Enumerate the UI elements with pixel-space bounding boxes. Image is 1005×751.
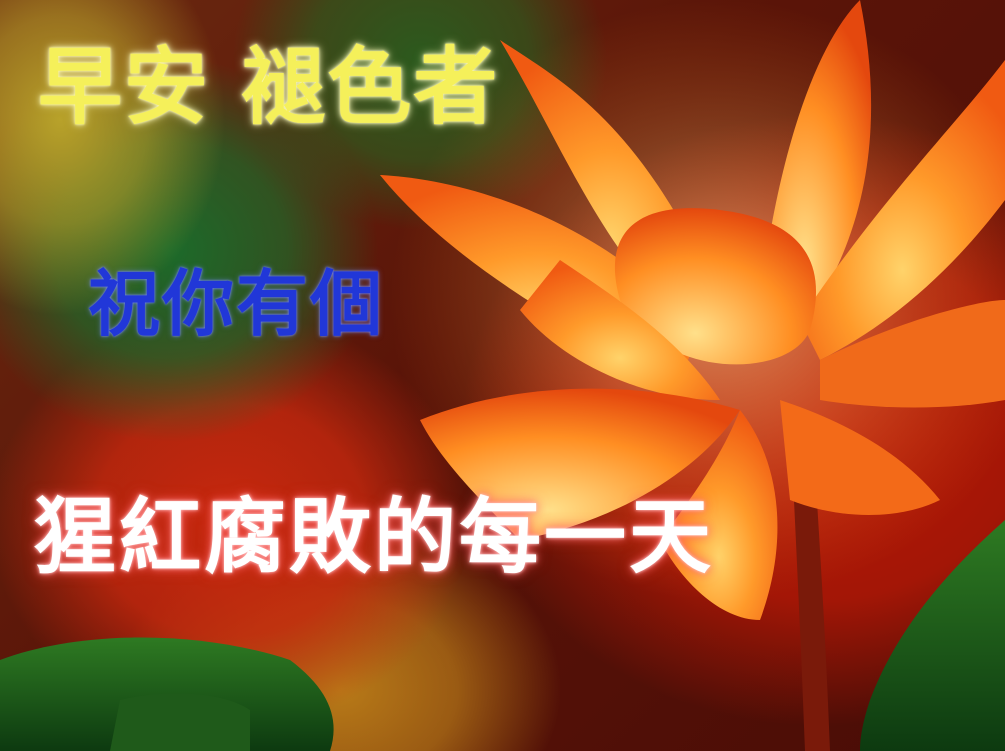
greeting-subtitle: 祝你有個 bbox=[88, 262, 385, 346]
greeting-title: 早安 褪色者 bbox=[38, 38, 500, 136]
greeting-wish: 猩紅腐敗的每一天 bbox=[34, 490, 715, 585]
